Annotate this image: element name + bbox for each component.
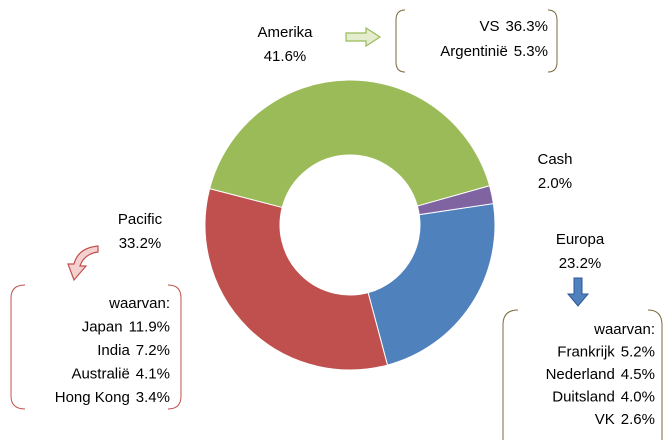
item-value: 5.3%: [514, 43, 548, 60]
slice: [209, 79, 491, 209]
breakdown-header: waarvan:: [108, 295, 170, 312]
breakdown-item: Japan 11.9%: [82, 318, 170, 335]
category-label: Europa: [556, 231, 605, 248]
item-value: 7.2%: [136, 342, 170, 359]
item-value: 3.4%: [136, 389, 170, 406]
item-name: Argentinië: [440, 43, 508, 60]
breakdown-item: Hong Kong 3.4%: [55, 389, 170, 406]
breakdown-header: waarvan:: [593, 321, 655, 338]
breakdown-item: VK 2.6%: [595, 411, 655, 428]
bracket: [395, 9, 406, 73]
bracket: [547, 9, 558, 73]
item-name: India: [97, 342, 130, 359]
item-name: Japan: [82, 318, 123, 335]
item-name: Frankrijk: [557, 343, 615, 360]
item-value: 2.6%: [621, 411, 655, 428]
slice: [416, 185, 494, 216]
bracket: [10, 284, 26, 410]
item-value: 4.1%: [136, 365, 170, 382]
item-name: VS: [479, 18, 499, 35]
category-label: Cash: [537, 151, 572, 168]
category-label: Amerika: [257, 24, 313, 41]
item-name: VK: [595, 411, 615, 428]
breakdown-item: Frankrijk 5.2%: [557, 343, 655, 360]
breakdown-item: Nederland 4.5%: [546, 366, 655, 383]
breakdown-item: Argentinië 5.3%: [440, 43, 548, 60]
value-label: 2.0%: [538, 175, 572, 192]
item-value: 4.0%: [621, 388, 655, 405]
value-label: 23.2%: [559, 255, 602, 272]
item-value: 11.9%: [129, 318, 170, 335]
slice: [204, 187, 389, 371]
value-label: 33.2%: [119, 235, 162, 252]
item-name: Duitsland: [552, 388, 615, 405]
item-name: Nederland: [546, 366, 615, 383]
arrow: [67, 245, 99, 282]
slice: [367, 202, 496, 366]
item-value: 5.2%: [621, 343, 655, 360]
bracket: [647, 309, 663, 440]
category-label: Pacific: [118, 211, 163, 228]
arrow: [345, 26, 382, 48]
breakdown-item: VS 36.3%: [479, 18, 548, 35]
breakdown-item: Australië 4.1%: [71, 365, 170, 382]
item-name: Australië: [71, 365, 129, 382]
arrow: [566, 277, 590, 307]
breakdown-item: Duitsland 4.0%: [552, 388, 655, 405]
item-value: 4.5%: [621, 366, 655, 383]
breakdown-item: India 7.2%: [97, 342, 170, 359]
bracket: [167, 284, 182, 410]
item-name: Hong Kong: [55, 389, 130, 406]
value-label: 41.6%: [264, 48, 307, 65]
item-value: 36.3%: [505, 18, 548, 35]
bracket: [502, 309, 519, 440]
